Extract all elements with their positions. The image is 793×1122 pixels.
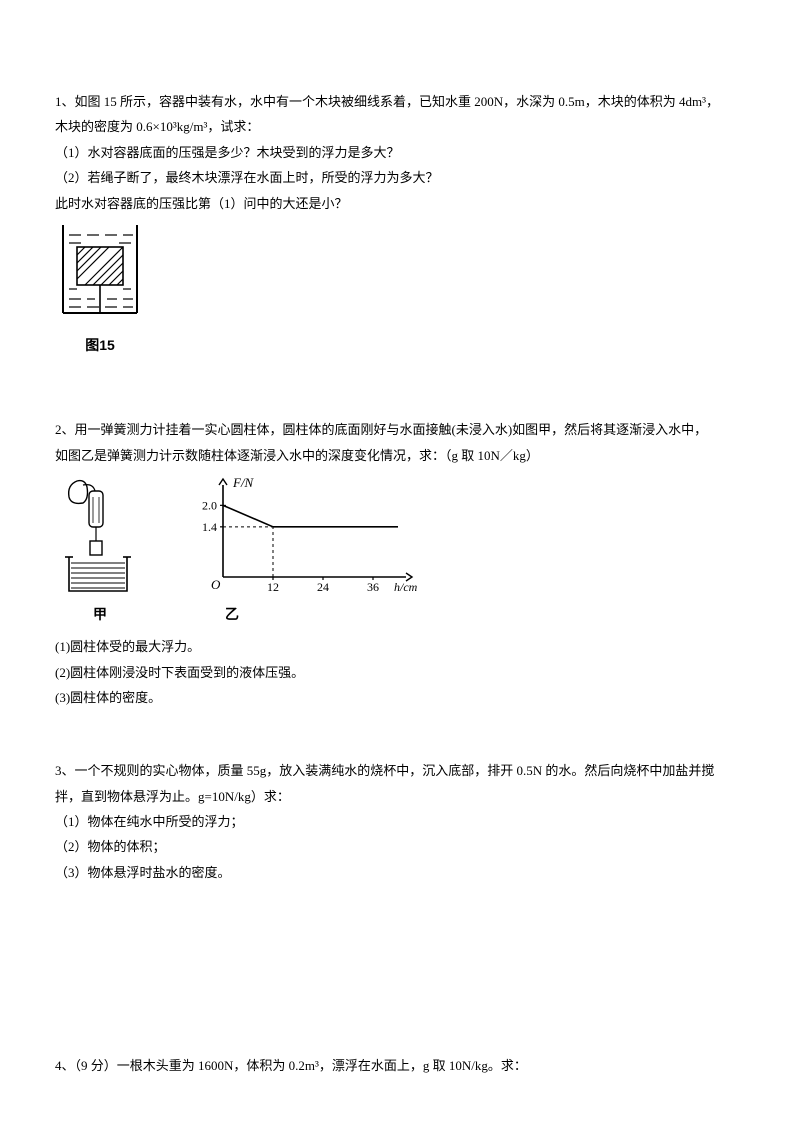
q3-sub2: （2）物体的体积； (55, 835, 738, 858)
svg-text:h/cm: h/cm (394, 580, 418, 594)
q3-text-line1: 3、一个不规则的实心物体，质量 55g，放入装满纯水的烧杯中，沉入底部，排开 0… (55, 759, 738, 782)
question-3: 3、一个不规则的实心物体，质量 55g，放入装满纯水的烧杯中，沉入底部，排开 0… (55, 759, 738, 884)
svg-text:F/N: F/N (232, 475, 255, 490)
svg-text:1.4: 1.4 (202, 520, 217, 534)
q1-sub1: （1）水对容器底面的压强是多少？木块受到的浮力是多大？ (55, 141, 738, 164)
question-1: 1、如图 15 所示，容器中装有水，水中有一个木块被细线系着，已知水重 200N… (55, 90, 738, 358)
force-depth-chart: F/N h/cm O 1.4 2.0 12 24 36 (185, 475, 425, 600)
question-4: 4、（9 分）一根木头重为 1600N，体积为 0.2m³，漂浮在水面上，g 取… (55, 1054, 738, 1077)
q2-figure-left: 甲 (55, 475, 145, 627)
page: 1、如图 15 所示，容器中装有水，水中有一个木块被细线系着，已知水重 200N… (0, 0, 793, 1122)
q1-sub3: 此时水对容器底的压强比第（1）问中的大还是小？ (55, 192, 738, 215)
q2-text-line1: 2、用一弹簧测力计挂着一实心圆柱体，圆柱体的底面刚好与水面接触(未浸入水)如图甲… (55, 418, 738, 441)
svg-text:2.0: 2.0 (202, 498, 217, 512)
q1-text-line2: 木块的密度为 0.6×10³kg/m³，试求： (55, 115, 738, 138)
q4-text-line1: 4、（9 分）一根木头重为 1600N，体积为 0.2m³，漂浮在水面上，g 取… (55, 1054, 738, 1077)
q3-sub3: （3）物体悬浮时盐水的密度。 (55, 861, 738, 884)
spring-scale-beaker-icon (55, 475, 145, 600)
q2-caption-right: 乙 (185, 602, 425, 627)
q3-sub1: （1）物体在纯水中所受的浮力； (55, 810, 738, 833)
q2-sub1: (1)圆柱体受的最大浮力。 (55, 635, 738, 658)
q2-figures: 甲 F/N h/cm O 1.4 2.0 12 24 36 乙 (55, 475, 738, 627)
svg-text:O: O (211, 577, 221, 592)
q1-figure: 图15 (55, 221, 738, 358)
q3-text-line2: 拌，直到物体悬浮为止。g=10N/kg）求： (55, 785, 738, 808)
question-2: 2、用一弹簧测力计挂着一实心圆柱体，圆柱体的底面刚好与水面接触(未浸入水)如图甲… (55, 418, 738, 709)
svg-text:24: 24 (317, 580, 329, 594)
q2-sub3: (3)圆柱体的密度。 (55, 686, 738, 709)
container-diagram-icon (55, 221, 145, 331)
q2-figure-right: F/N h/cm O 1.4 2.0 12 24 36 乙 (185, 475, 425, 627)
q2-caption-left: 甲 (55, 602, 145, 627)
q1-figure-caption: 图15 (55, 333, 145, 358)
q1-text-line1: 1、如图 15 所示，容器中装有水，水中有一个木块被细线系着，已知水重 200N… (55, 90, 738, 113)
svg-text:36: 36 (367, 580, 379, 594)
q2-text-line2: 如图乙是弹簧测力计示数随柱体逐渐浸入水中的深度变化情况，求：（g 取 10N／k… (55, 444, 738, 467)
svg-text:12: 12 (267, 580, 279, 594)
q1-sub2: （2）若绳子断了，最终木块漂浮在水面上时，所受的浮力为多大？ (55, 166, 738, 189)
q2-sub2: (2)圆柱体刚浸没时下表面受到的液体压强。 (55, 661, 738, 684)
